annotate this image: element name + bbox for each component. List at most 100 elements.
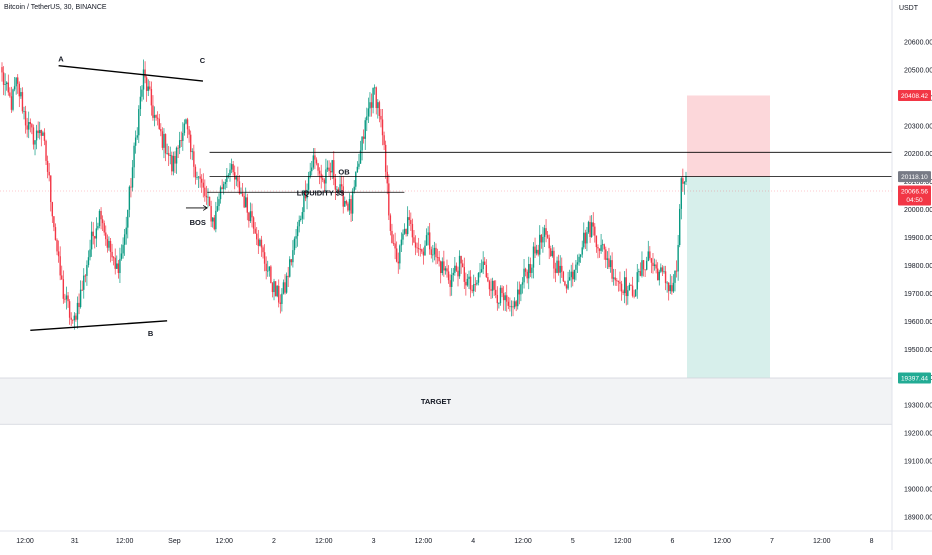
candle-body	[391, 230, 393, 243]
time-tick-label: 12:00	[116, 538, 134, 545]
candle-body	[617, 280, 620, 282]
candle-body	[232, 164, 234, 173]
candle-body	[26, 125, 28, 130]
candle-body	[87, 257, 90, 266]
candle-body	[90, 231, 93, 250]
candle-body	[18, 83, 20, 97]
candle-body	[669, 285, 671, 292]
candle-body	[64, 298, 66, 300]
time-tick-label: 12:00	[713, 538, 731, 545]
price-tick-label: 20200.00	[904, 151, 932, 158]
candle-body	[84, 275, 87, 277]
candle-body	[564, 281, 566, 286]
candle-body	[166, 153, 168, 154]
candle-body	[240, 193, 242, 195]
candle-body	[122, 244, 124, 254]
candle-body	[144, 69, 146, 78]
candle-body	[592, 222, 594, 227]
candle-body	[333, 160, 335, 179]
price-tick-label: 18900.00	[904, 515, 932, 522]
candle-body	[202, 182, 204, 188]
candle-body	[682, 178, 684, 184]
candles-layer	[1, 59, 687, 330]
candle-body	[392, 242, 395, 244]
time-axis[interactable]: 12:00 31 12:00 Sep 12:00 2 12:00 3 12:00 4 12:00 5 1…	[16, 538, 873, 545]
price-tick-label: 19300.00	[904, 403, 932, 410]
candle-body	[263, 252, 266, 264]
candle-body	[465, 281, 467, 286]
candle-body	[279, 302, 282, 304]
candle-body	[679, 208, 681, 246]
candle-body	[395, 248, 398, 262]
candle-body	[427, 232, 429, 236]
candle-body	[336, 189, 338, 190]
candle-body	[539, 234, 541, 255]
trendline-a-c	[58, 64, 204, 82]
candle-body	[241, 193, 244, 197]
candle-body	[498, 303, 500, 304]
candle-body	[612, 277, 615, 279]
price-axis[interactable]: 20600.0020500.0020400.0020300.0020200.00…	[904, 39, 932, 521]
candle-body	[668, 282, 670, 292]
time-tick-label: 12:00	[514, 538, 532, 545]
candle-body	[120, 253, 123, 259]
candle-body	[528, 264, 530, 279]
candle-body	[48, 171, 50, 176]
candle-body	[340, 184, 343, 187]
candle-body	[509, 305, 511, 307]
candle-body	[534, 246, 536, 254]
candle-body	[507, 301, 510, 306]
candle-body	[532, 246, 535, 268]
candle-body	[304, 190, 307, 199]
candle-body	[178, 140, 181, 149]
bos-arrow-head	[202, 205, 208, 211]
candle-body	[600, 244, 602, 251]
candle-body	[355, 172, 357, 187]
candle-body	[216, 206, 219, 211]
candle-body	[410, 220, 412, 224]
candle-body	[458, 255, 461, 277]
candle-body	[59, 256, 61, 276]
candle-body	[512, 306, 514, 308]
candle-body	[75, 315, 77, 320]
candle-body	[28, 122, 30, 130]
candle-body	[156, 117, 159, 119]
candle-body	[625, 277, 627, 297]
candle-body	[656, 268, 659, 281]
candle-body	[34, 140, 36, 145]
candle-body	[542, 236, 544, 243]
candle-body	[367, 108, 370, 117]
candle-body	[212, 217, 214, 222]
candle-body	[622, 291, 624, 294]
candle-body	[197, 176, 200, 178]
candle-body	[103, 223, 105, 233]
candle-body	[171, 155, 173, 172]
candle-body	[402, 233, 404, 240]
candle-body	[128, 186, 131, 210]
candle-body	[334, 178, 337, 190]
candle-body	[595, 235, 598, 248]
candle-body	[235, 177, 237, 180]
candle-body	[474, 284, 476, 286]
candle-body	[579, 254, 582, 257]
candle-body	[388, 183, 390, 216]
candle-body	[268, 266, 271, 271]
candle-body	[51, 202, 54, 217]
candle-body	[189, 134, 192, 152]
candle-body	[273, 281, 275, 293]
candle-body	[540, 234, 543, 243]
candle-body	[101, 219, 104, 224]
candle-body	[331, 160, 333, 173]
candle-body	[608, 258, 610, 268]
candle-body	[598, 248, 601, 251]
candle-body	[339, 184, 341, 193]
candle-body	[414, 242, 417, 248]
candle-body	[499, 287, 502, 304]
annotation-a: A	[58, 54, 64, 63]
candle-body	[490, 289, 492, 291]
candle-body	[521, 282, 524, 285]
candle-body	[175, 147, 178, 164]
candle-body	[468, 276, 470, 279]
